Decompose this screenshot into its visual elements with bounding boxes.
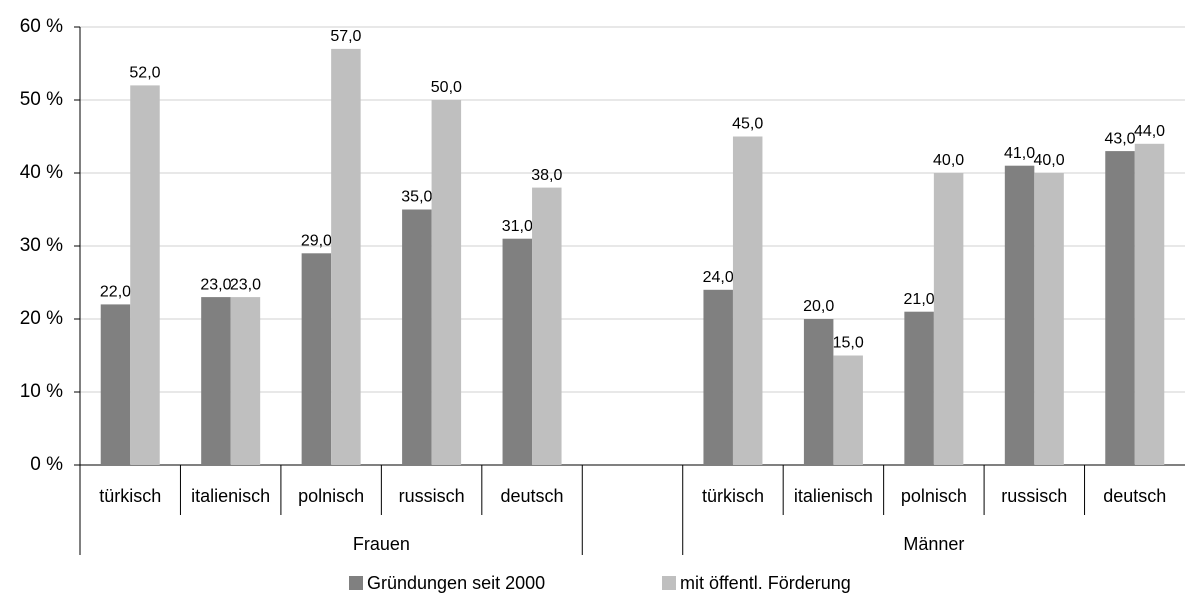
- bar: [201, 297, 231, 465]
- x-tick-label: italienisch: [191, 486, 270, 506]
- bar: [230, 297, 261, 465]
- value-label: 50,0: [431, 79, 462, 96]
- bar: [502, 238, 533, 465]
- value-label: 31,0: [502, 218, 533, 235]
- value-label: 21,0: [904, 291, 935, 308]
- bar: [130, 85, 160, 466]
- bar: [1134, 143, 1165, 466]
- value-label: 23,0: [230, 276, 261, 293]
- group-label: Frauen: [353, 534, 410, 554]
- value-label: 38,0: [531, 167, 562, 184]
- bar: [100, 304, 131, 465]
- value-label: 40,0: [933, 152, 964, 169]
- legend-label: Gründungen seit 2000: [367, 573, 545, 593]
- y-tick-label: 40 %: [20, 162, 63, 183]
- value-label: 57,0: [330, 28, 361, 45]
- bar: [532, 187, 562, 465]
- y-tick-label: 60 %: [20, 16, 63, 37]
- value-label: 41,0: [1004, 145, 1035, 162]
- bar: [1004, 165, 1035, 465]
- x-tick-label: türkisch: [702, 486, 764, 506]
- value-label: 22,0: [100, 284, 131, 301]
- bar: [431, 100, 462, 465]
- value-label: 40,0: [1033, 152, 1064, 169]
- bar: [833, 355, 863, 465]
- legend-swatch: [662, 576, 676, 590]
- bar: [1105, 151, 1135, 465]
- legend-label: mit öffentl. Förderung: [680, 573, 851, 593]
- value-label: 44,0: [1134, 123, 1165, 140]
- value-label: 23,0: [200, 276, 231, 293]
- bar: [402, 209, 432, 465]
- y-tick-label: 20 %: [20, 308, 63, 329]
- bar: [1034, 173, 1064, 465]
- y-tick-label: 50 %: [20, 89, 63, 110]
- y-tick-label: 10 %: [20, 381, 63, 402]
- value-label: 35,0: [401, 189, 432, 206]
- group-label: Männer: [903, 534, 964, 554]
- bar: [933, 173, 964, 465]
- bar: [703, 289, 733, 465]
- x-tick-label: deutsch: [1103, 486, 1166, 506]
- x-tick-label: deutsch: [501, 486, 564, 506]
- x-tick-label: polnisch: [901, 486, 967, 506]
- bar: [904, 311, 934, 465]
- x-tick-label: polnisch: [298, 486, 364, 506]
- value-label: 45,0: [732, 116, 763, 133]
- x-tick-label: türkisch: [99, 486, 161, 506]
- x-tick-label: russisch: [399, 486, 465, 506]
- bar: [803, 319, 834, 465]
- value-label: 52,0: [129, 65, 160, 82]
- y-tick-label: 0 %: [30, 454, 63, 475]
- bar: [331, 48, 361, 466]
- bar: [301, 253, 332, 465]
- value-label: 20,0: [803, 298, 834, 315]
- y-tick-label: 30 %: [20, 235, 63, 256]
- value-label: 24,0: [703, 269, 734, 286]
- value-label: 15,0: [833, 335, 864, 352]
- value-label: 43,0: [1104, 130, 1135, 147]
- legend-swatch: [349, 576, 363, 590]
- x-tick-label: italienisch: [794, 486, 873, 506]
- x-tick-label: russisch: [1001, 486, 1067, 506]
- bar: [732, 136, 763, 465]
- value-label: 29,0: [301, 233, 332, 250]
